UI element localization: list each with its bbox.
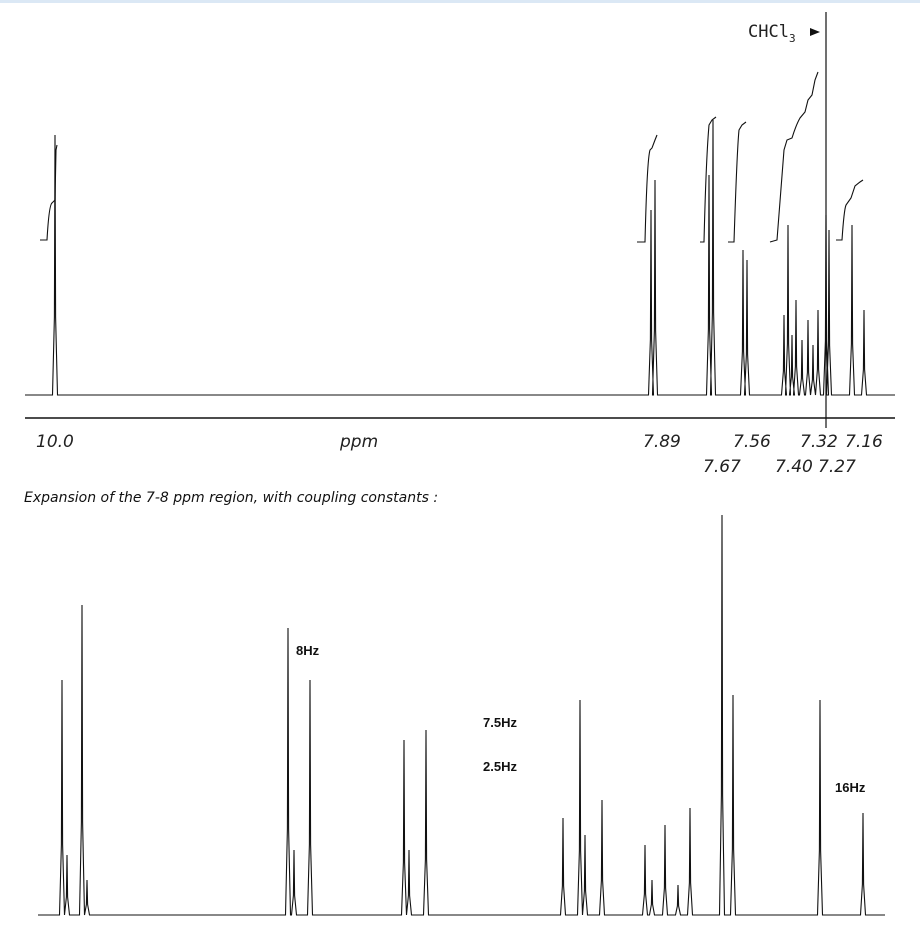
axis-tick-label: 7.67 — [703, 457, 741, 477]
spectrum-trace — [25, 119, 895, 396]
solvent-subscript: 3 — [789, 32, 796, 45]
coupling-label: 8Hz — [296, 643, 320, 658]
axis-tick-label: 7.16 — [845, 432, 883, 452]
solvent-text: CHCl — [748, 22, 789, 42]
solvent-label: CHCl3 — [748, 22, 796, 45]
expansion-trace — [38, 514, 885, 916]
axis-unit: ppm — [339, 432, 378, 452]
axis-tick-label: 7.89 — [643, 432, 681, 452]
axis-tick-label: 7.32 — [800, 432, 838, 452]
top-border — [0, 0, 920, 3]
axis-tick-label: 7.27 — [818, 457, 856, 477]
axis-tick-label: 10.0 — [36, 432, 74, 452]
caption: Expansion of the 7-8 ppm region, with co… — [24, 490, 438, 506]
coupling-label: 7.5Hz — [483, 715, 517, 730]
solvent-arrow — [810, 28, 820, 36]
axis-tick-label: 7.56 — [733, 432, 771, 452]
coupling-label: 16Hz — [835, 780, 866, 795]
axis-tick-label: 7.40 — [775, 457, 813, 477]
integral-curves — [40, 71, 864, 243]
coupling-label: 2.5Hz — [483, 759, 517, 774]
